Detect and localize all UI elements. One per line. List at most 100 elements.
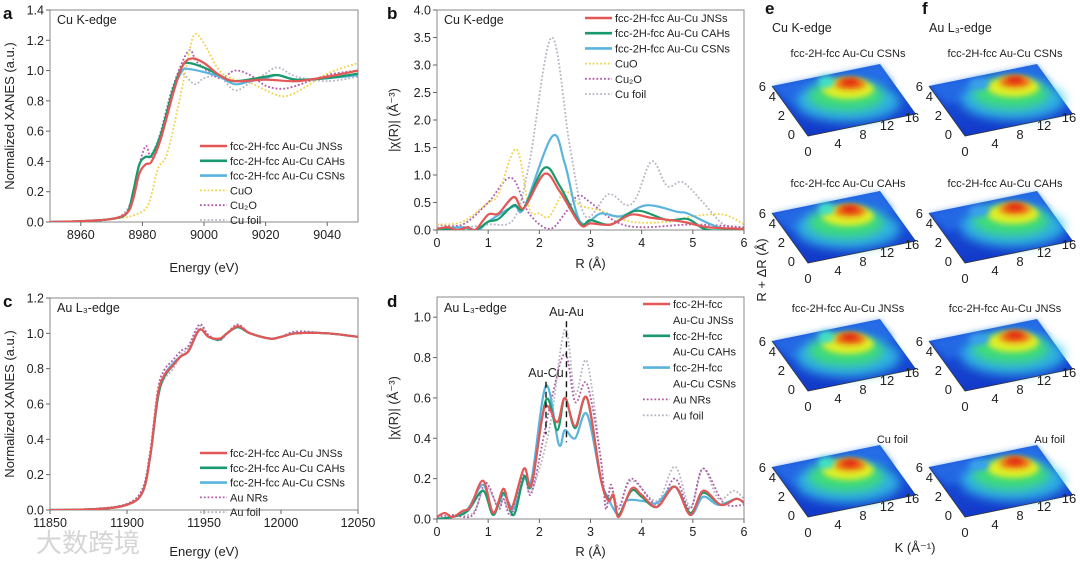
r-tick-label: 2: [935, 108, 942, 123]
y-tick-label: 0.2: [27, 185, 44, 199]
legend-label: fcc-2H-fcc Au-Cu JNSs: [230, 141, 343, 153]
legend-entry: fcc-2H-fcc Au-Cu CSNs: [585, 43, 730, 55]
y-tick-label: 0.4: [414, 432, 431, 446]
k-tick-label: 16: [905, 110, 919, 125]
wavelet-side-peak: [818, 457, 834, 469]
r-tick-label: 2: [935, 363, 942, 378]
y-axis-label: |χ(R)| (Å⁻³): [386, 88, 401, 152]
x-axis-label: Energy (eV): [169, 260, 238, 275]
x-tick-label: 12050: [341, 516, 376, 530]
wavelet-axes: [771, 212, 917, 264]
x-tick-label: 6: [741, 525, 748, 539]
k-tick-label: 16: [905, 237, 919, 252]
k-tick-label: 8: [859, 382, 866, 397]
k-tick-label: 12: [880, 373, 894, 388]
watermark-logo: 大数跨境: [36, 528, 140, 558]
y-tick-label: 0.0: [414, 224, 431, 238]
y-tick-label: 1.0: [414, 311, 431, 325]
wavelet-panel-title: fcc-2H-fcc Au-Cu CSNs: [791, 48, 906, 60]
wavelet-peak: [841, 78, 859, 86]
r-tick-label: 4: [769, 89, 776, 104]
wavelet-panel-title: Au foil: [1034, 434, 1065, 446]
x-tick-label: 0: [434, 236, 441, 250]
legend-entry: fcc-2H-fcc Au-Cu JNSs: [643, 299, 734, 327]
y-tick-label: 0.5: [414, 196, 431, 210]
legend-entry: fcc-2H-fcc Au-Cu CSNs: [643, 363, 736, 391]
wavelet-panel-title: fcc-2H-fcc Au-Cu CSNs: [948, 48, 1063, 60]
y-tick-label: 4.0: [414, 4, 431, 18]
panel-letter: d: [387, 292, 397, 311]
r-tick-label: 4: [769, 470, 776, 485]
wavelet-peak: [1006, 76, 1024, 84]
x-tick-label: 8980: [128, 228, 156, 242]
k-tick-label: 12: [1037, 499, 1051, 514]
r-tick-label: 4: [926, 216, 933, 231]
panel-title: Au L₃-edge: [444, 301, 507, 315]
chart-a: 8960 8980 9000 9020 9040 0.0 0.2 0.4 0.6 0.8 1.0 1.…: [2, 4, 359, 275]
k-tick-label: 0: [804, 399, 811, 414]
y-tick-label: 0.8: [414, 351, 431, 365]
legend-entry: Au NRs: [643, 394, 711, 406]
series-line-cu-o: [437, 176, 744, 230]
r-tick-label: 0: [945, 508, 952, 523]
y-tick-label: 0.4: [27, 433, 44, 447]
legend-label: fcc-2H-fcc Au-Cu JNSs: [615, 13, 728, 25]
y-tick-label: 1.0: [414, 169, 431, 183]
k-tick-label: 0: [804, 525, 811, 540]
panel-title: Au L₃-edge: [57, 301, 120, 315]
legend-label: fcc-2H-fcc Au-Cu CSNs: [230, 478, 345, 490]
x-tick-label: 11950: [187, 516, 221, 530]
k-tick-label: 16: [905, 491, 919, 506]
x-axis-label: R (Å): [575, 256, 605, 271]
y-tick-label: 0.2: [414, 472, 431, 486]
y-tick-label: 0.6: [414, 391, 431, 405]
wavelet-side-peak: [818, 203, 834, 215]
x-axis-label: R (Å): [575, 544, 605, 559]
wavelet-panel-title: fcc-2H-fcc Au-Cu CAHs: [948, 178, 1063, 190]
panel-title: Cu K-edge: [444, 13, 504, 27]
panel-letter: f: [922, 0, 928, 18]
series-line-cu-o: [50, 49, 358, 222]
panel-title: Cu K-edge: [57, 13, 117, 27]
k-tick-label: 16: [1062, 110, 1076, 125]
y-tick-label: 3.0: [414, 59, 431, 73]
r-tick-label: 6: [759, 334, 766, 349]
y-tick-label: 1.0: [27, 64, 44, 78]
k-tick-label: 12: [1037, 118, 1051, 133]
legend-entry: Cu₂O: [200, 200, 257, 212]
x-tick-label: 5: [689, 236, 696, 250]
x-tick-label: 12000: [264, 516, 299, 530]
k-tick-label: 4: [834, 517, 841, 532]
wavelet-peak: [1006, 331, 1024, 339]
wavelet-peak: [1006, 457, 1024, 465]
y-tick-label: 0.0: [27, 216, 44, 230]
wavelet-panel-title: fcc-2H-fcc Au-Cu JNSs: [792, 303, 905, 315]
y-tick-label: 1.0: [27, 327, 44, 341]
y-tick-label: 2.0: [414, 114, 431, 128]
y-tick-label: 3.5: [414, 31, 431, 45]
legend-label: fcc-2H-fcc: [673, 331, 723, 343]
x-tick-label: 8960: [67, 228, 95, 242]
k-tick-label: 8: [1016, 254, 1023, 269]
k-tick-label: 12: [1037, 245, 1051, 260]
k-tick-label: 4: [991, 391, 998, 406]
wavelet-panel-title: fcc-2H-fcc Au-Cu CAHs: [791, 178, 906, 190]
r-tick-label: 0: [945, 254, 952, 269]
series-line-au-nrs: [437, 352, 744, 519]
r-tick-label: 6: [916, 334, 923, 349]
chart-d: 0 1 2 3 4 5 6 0.0 0.2 0.4 0.6 0.8 1.0 R (Å) |χ(R)| (Å⁻…: [386, 292, 748, 559]
k-tick-label: 4: [834, 136, 841, 151]
y-tick-label: 0.0: [27, 504, 44, 518]
k-tick-label: 0: [804, 271, 811, 286]
k-tick-label: 12: [880, 118, 894, 133]
r-tick-label: 2: [935, 235, 942, 250]
wavelet-side-peak: [969, 460, 989, 470]
y-tick-label: 0.8: [27, 362, 44, 376]
legend-label: Cu foil: [615, 89, 646, 101]
wavelet-y-axis-label: R + ΔR (Å): [754, 238, 769, 301]
